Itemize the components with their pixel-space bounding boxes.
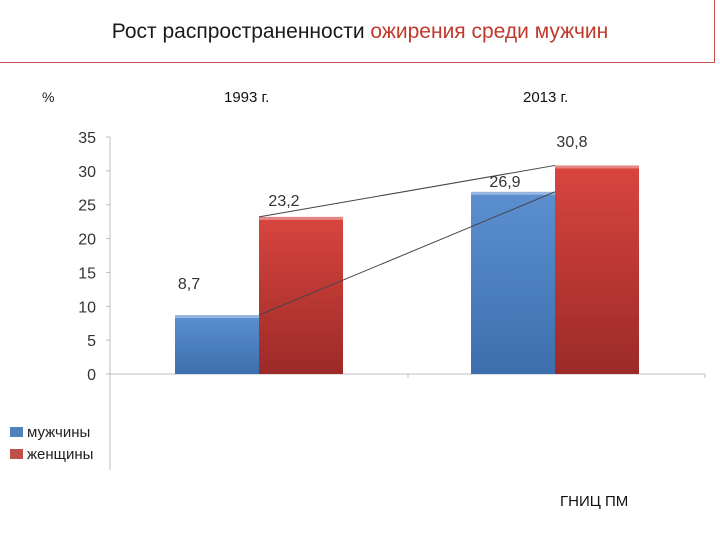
legend-label-men: мужчины bbox=[27, 423, 91, 441]
trend-line-men bbox=[258, 191, 556, 316]
title-frame bbox=[0, 0, 715, 63]
bar-highlight bbox=[259, 216, 343, 220]
legend-item-men: мужчины bbox=[10, 421, 115, 443]
legend-swatch-women bbox=[10, 449, 23, 459]
bar-men-2013 bbox=[471, 191, 555, 374]
data-label-women: 23,2 bbox=[268, 193, 299, 210]
source-label: ГНИЦ ПМ bbox=[560, 493, 629, 510]
unit-label: % bbox=[42, 89, 55, 105]
y-tick-label: 10 bbox=[78, 299, 96, 316]
legend-item-women: женщины bbox=[10, 443, 115, 465]
bar-women-2013 bbox=[555, 165, 639, 374]
bar-highlight bbox=[555, 165, 639, 169]
legend-label-women: женщины bbox=[27, 445, 94, 463]
year-label-1993: 1993 г. bbox=[224, 89, 270, 106]
data-label-women: 30,8 bbox=[556, 134, 587, 151]
data-label-men: 8,7 bbox=[178, 276, 200, 293]
y-tick-label: 20 bbox=[78, 232, 96, 249]
trend-line-women bbox=[258, 164, 556, 218]
bar-men-1993 bbox=[175, 315, 259, 374]
y-tick-label: 35 bbox=[78, 130, 96, 147]
y-tick-label: 30 bbox=[78, 164, 96, 181]
year-label-2013: 2013 г. bbox=[523, 89, 569, 106]
title-highlight: ожирения среди мужчин bbox=[370, 20, 609, 43]
bar-highlight bbox=[175, 315, 259, 319]
title-prefix: Рост распространенности bbox=[111, 20, 371, 43]
bar-women-1993 bbox=[259, 216, 343, 374]
y-tick-label: 0 bbox=[87, 367, 96, 384]
y-tick-label: 5 bbox=[87, 333, 96, 350]
y-tick-label: 25 bbox=[78, 198, 96, 215]
data-label-men: 26,9 bbox=[489, 174, 520, 191]
bar-highlight bbox=[471, 191, 555, 195]
y-tick-label: 15 bbox=[78, 265, 96, 282]
slide-title: Рост распространенности ожирения среди м… bbox=[0, 20, 720, 44]
legend: мужчины женщины bbox=[10, 421, 115, 473]
legend-swatch-men bbox=[10, 427, 23, 437]
